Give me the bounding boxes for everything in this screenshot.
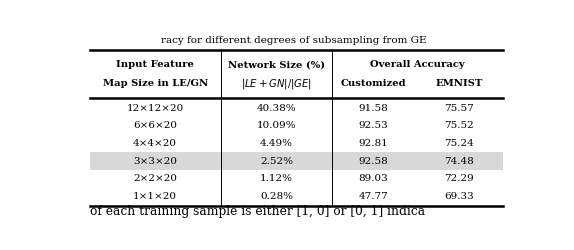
Text: Map Size in LE/GN: Map Size in LE/GN — [103, 80, 208, 88]
Text: 92.53: 92.53 — [358, 121, 388, 130]
Text: 10.09%: 10.09% — [257, 121, 296, 130]
Text: 75.24: 75.24 — [444, 139, 474, 148]
Text: 1×1×20: 1×1×20 — [133, 192, 177, 201]
Text: Network Size (%): Network Size (%) — [228, 60, 325, 69]
Text: 92.58: 92.58 — [358, 157, 388, 166]
Text: Input Feature: Input Feature — [116, 60, 194, 69]
Text: of each training sample is either [1, 0] or [0, 1] indica: of each training sample is either [1, 0]… — [90, 205, 425, 218]
Text: Customized: Customized — [340, 80, 406, 88]
Text: 2×2×20: 2×2×20 — [133, 174, 177, 184]
Text: $|LE + GN|/|GE|$: $|LE + GN|/|GE|$ — [241, 77, 312, 91]
Text: 74.48: 74.48 — [444, 157, 474, 166]
Text: 75.57: 75.57 — [444, 104, 474, 113]
Text: EMNIST: EMNIST — [435, 80, 483, 88]
Text: 1.12%: 1.12% — [260, 174, 293, 184]
Text: Overall Accuracy: Overall Accuracy — [370, 60, 465, 69]
Text: 0.28%: 0.28% — [260, 192, 293, 201]
Text: 2.52%: 2.52% — [260, 157, 293, 166]
Text: 6×6×20: 6×6×20 — [133, 121, 177, 130]
Text: 92.81: 92.81 — [358, 139, 388, 148]
Text: 75.52: 75.52 — [444, 121, 474, 130]
Text: 89.03: 89.03 — [358, 174, 388, 184]
Text: 69.33: 69.33 — [444, 192, 474, 201]
Text: 12×12×20: 12×12×20 — [126, 104, 184, 113]
Text: 91.58: 91.58 — [358, 104, 388, 113]
Text: 72.29: 72.29 — [444, 174, 474, 184]
Text: 4×4×20: 4×4×20 — [133, 139, 177, 148]
Text: 3×3×20: 3×3×20 — [133, 157, 177, 166]
Text: racy for different degrees of subsampling from GE: racy for different degrees of subsamplin… — [161, 36, 427, 45]
Text: 47.77: 47.77 — [358, 192, 388, 201]
Text: 40.38%: 40.38% — [257, 104, 296, 113]
Text: 4.49%: 4.49% — [260, 139, 293, 148]
Bar — [90, 152, 503, 170]
